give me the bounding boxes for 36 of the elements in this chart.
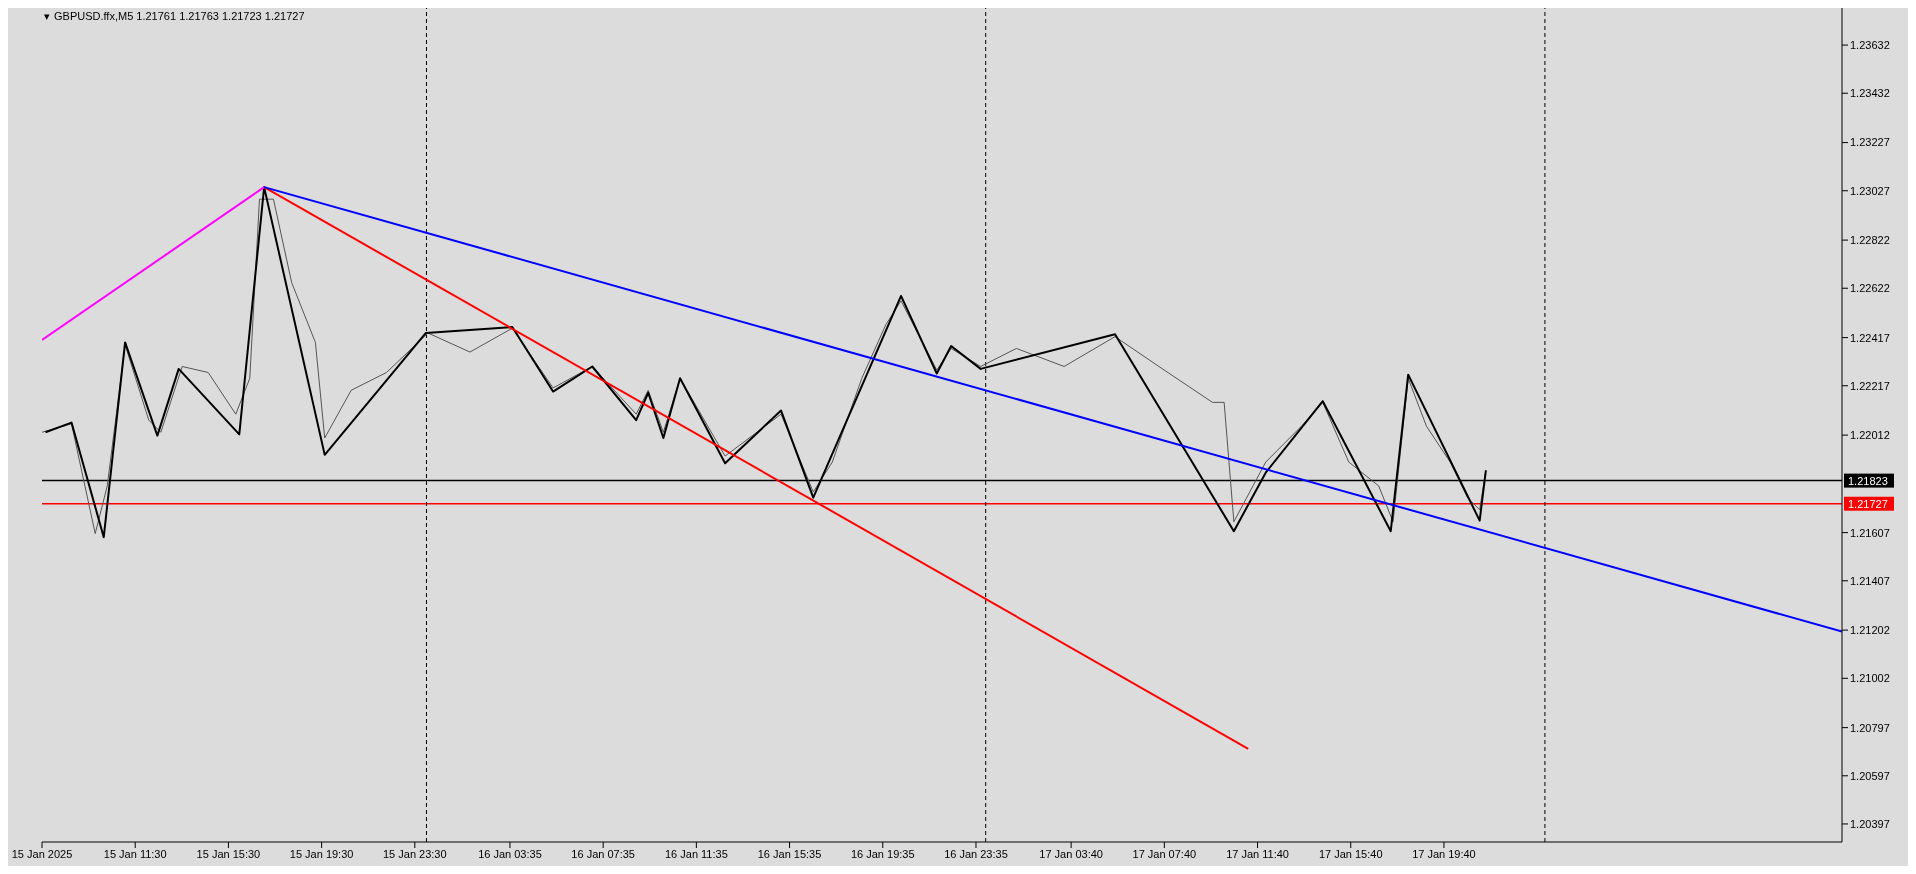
x-tick-label: 16 Jan 03:35 xyxy=(478,847,542,860)
x-tick-label: 15 Jan 19:30 xyxy=(289,847,354,860)
x-tick-label: 17 Jan 11:40 xyxy=(1226,847,1289,860)
x-tick-label: 16 Jan 19:35 xyxy=(850,847,915,860)
x-tick-label: 16 Jan 15:35 xyxy=(757,847,822,860)
y-tick-label: 1.21002 xyxy=(1850,672,1890,685)
y-tick-label: 1.22217 xyxy=(1850,379,1890,392)
x-tick-label: 17 Jan 15:40 xyxy=(1318,847,1383,860)
x-tick-label: 16 Jan 23:35 xyxy=(944,847,1008,860)
y-tick-label: 1.20397 xyxy=(1850,817,1890,830)
y-tick-label: 1.23227 xyxy=(1850,136,1890,149)
annotation: ▾ xyxy=(44,10,50,23)
x-tick-label: 15 Jan 2025 xyxy=(11,847,73,860)
y-tick-label: 1.20597 xyxy=(1850,769,1890,782)
y-tick-label: 1.21202 xyxy=(1850,624,1890,637)
y-tick-label: 1.20797 xyxy=(1850,721,1890,734)
x-tick-label: 15 Jan 15:30 xyxy=(196,847,261,860)
y-tick-label: 1.22822 xyxy=(1850,234,1890,246)
y-tick-label: 1.21407 xyxy=(1850,574,1890,587)
x-tick-label: 15 Jan 11:30 xyxy=(103,847,167,860)
y-tick-label: 1.23027 xyxy=(1850,184,1890,197)
x-tick-label: 17 Jan 07:40 xyxy=(1132,847,1197,860)
y-tick-label: 1.22622 xyxy=(1850,282,1890,295)
ref-line-label: 1.21727 xyxy=(1848,497,1888,510)
y-tick-label: 1.23632 xyxy=(1850,38,1890,51)
ref-line-label: 1.21823 xyxy=(1848,474,1888,487)
y-tick-label: 1.22012 xyxy=(1850,429,1890,442)
y-tick-label: 1.21607 xyxy=(1850,526,1890,539)
x-tick-label: 17 Jan 19:40 xyxy=(1412,847,1476,860)
x-tick-label: 16 Jan 11:35 xyxy=(664,847,728,860)
y-tick-label: 1.22417 xyxy=(1850,331,1890,344)
x-tick-label: 17 Jan 03:40 xyxy=(1039,847,1103,860)
x-tick-label: 16 Jan 07:35 xyxy=(571,847,635,860)
x-tick-label: 15 Jan 23:30 xyxy=(383,847,447,860)
y-tick-label: 1.23432 xyxy=(1850,87,1890,100)
chart-title: GBPUSD.ffx,M5 1.21761 1.21763 1.21723 1.21727 xyxy=(54,10,305,23)
